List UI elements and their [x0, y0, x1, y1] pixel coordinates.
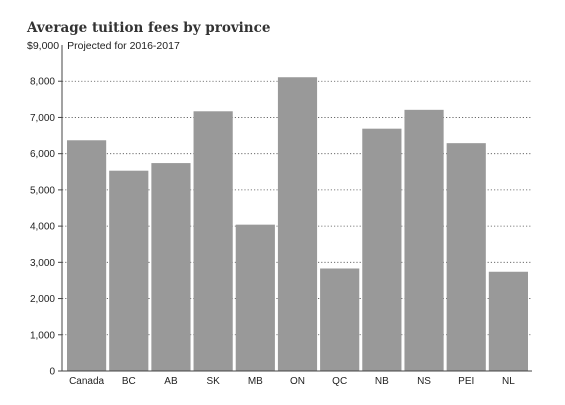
x-tick-label: SK: [206, 376, 220, 387]
x-tick-label: AB: [164, 376, 178, 387]
bar-sk: [193, 111, 233, 371]
bar-canada: [67, 140, 107, 371]
y-tick-label: 2,000: [30, 294, 55, 305]
bar-nl: [488, 271, 528, 371]
bar-pei: [446, 143, 486, 371]
bar-nb: [362, 128, 402, 371]
chart-subtitle: $9,000 Projected for 2016-2017: [27, 40, 180, 52]
x-tick-label: NS: [417, 376, 431, 387]
y-tick-label: 7,000: [30, 113, 55, 124]
x-tick-label: NL: [502, 376, 515, 387]
y-tick-label: 1,000: [30, 330, 55, 341]
axes: [58, 45, 532, 372]
bars: [67, 77, 528, 372]
y-tick-label: 0: [49, 367, 55, 378]
x-tick-label: PEI: [458, 376, 474, 387]
chart-title: Average tuition fees by province: [27, 20, 271, 36]
bar-ns: [404, 109, 444, 372]
y-unit-label: $9,000: [27, 40, 60, 52]
x-tick-label: MB: [248, 376, 263, 387]
x-tick-label: NB: [375, 376, 389, 387]
x-tick-label: QC: [332, 376, 347, 387]
y-tick-label: 3,000: [30, 258, 55, 269]
bar-mb: [235, 224, 275, 371]
y-tick-label: 6,000: [30, 149, 55, 160]
x-tick-label: Canada: [69, 376, 104, 387]
bar-bc: [109, 170, 149, 371]
labels: 0 1,000 2,000 3,000 4,000 5,000 6,000 7,000 8,00…: [30, 77, 515, 387]
bar-qc: [320, 268, 360, 371]
x-tick-label: ON: [290, 376, 305, 387]
y-tick-label: 5,000: [30, 185, 55, 196]
x-tick-label: BC: [122, 376, 136, 387]
bar-on: [277, 77, 318, 371]
y-tick-label: 8,000: [30, 77, 55, 88]
bar-ab: [151, 163, 191, 371]
subtitle-text: Projected for 2016-2017: [67, 40, 180, 52]
y-tick-label: 4,000: [30, 222, 55, 233]
